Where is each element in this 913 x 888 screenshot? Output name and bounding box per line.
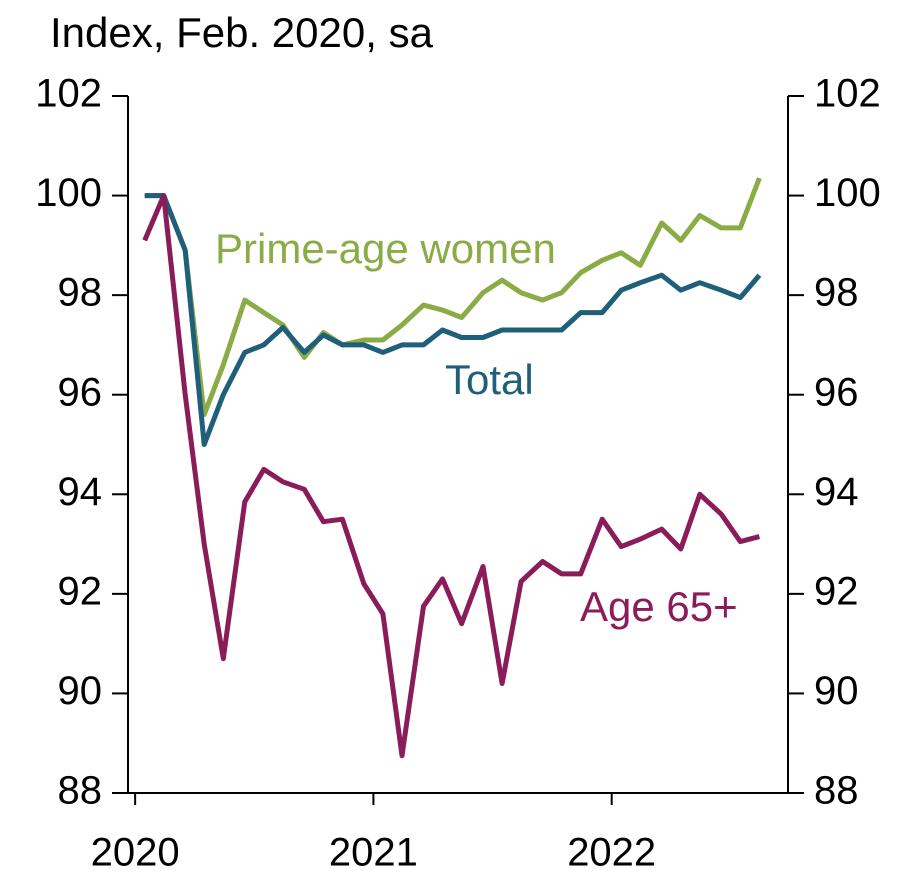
chart-title: Index, Feb. 2020, sa xyxy=(50,9,434,56)
y2-tick-label: 98 xyxy=(814,271,859,315)
series-label: Prime-age women xyxy=(215,225,556,272)
y2-tick-label: 90 xyxy=(814,669,859,713)
line-series xyxy=(144,177,762,418)
y-tick-label: 90 xyxy=(58,669,103,713)
series-label: Total xyxy=(445,356,534,403)
y2-tick-label: 96 xyxy=(814,370,859,414)
y2-tick-label: 94 xyxy=(814,470,859,514)
x-tick-label: 2022 xyxy=(567,831,656,875)
y-tick-label: 98 xyxy=(58,271,103,315)
y-tick-label: 88 xyxy=(58,769,103,813)
line-series xyxy=(144,193,762,447)
x-tick-label: 2020 xyxy=(91,831,180,875)
x-tick-label: 2021 xyxy=(329,831,418,875)
y2-tick-label: 100 xyxy=(814,171,881,215)
y2-tick-label: 102 xyxy=(814,72,881,116)
y-tick-label: 102 xyxy=(35,72,102,116)
y-tick-label: 96 xyxy=(58,370,103,414)
line-series xyxy=(142,193,761,759)
y2-tick-label: 92 xyxy=(814,569,859,613)
y-tick-label: 92 xyxy=(58,569,103,613)
y-tick-label: 100 xyxy=(35,171,102,215)
y-tick-label: 94 xyxy=(58,470,103,514)
series-label: Age 65+ xyxy=(580,583,738,630)
y2-tick-label: 88 xyxy=(814,769,859,813)
